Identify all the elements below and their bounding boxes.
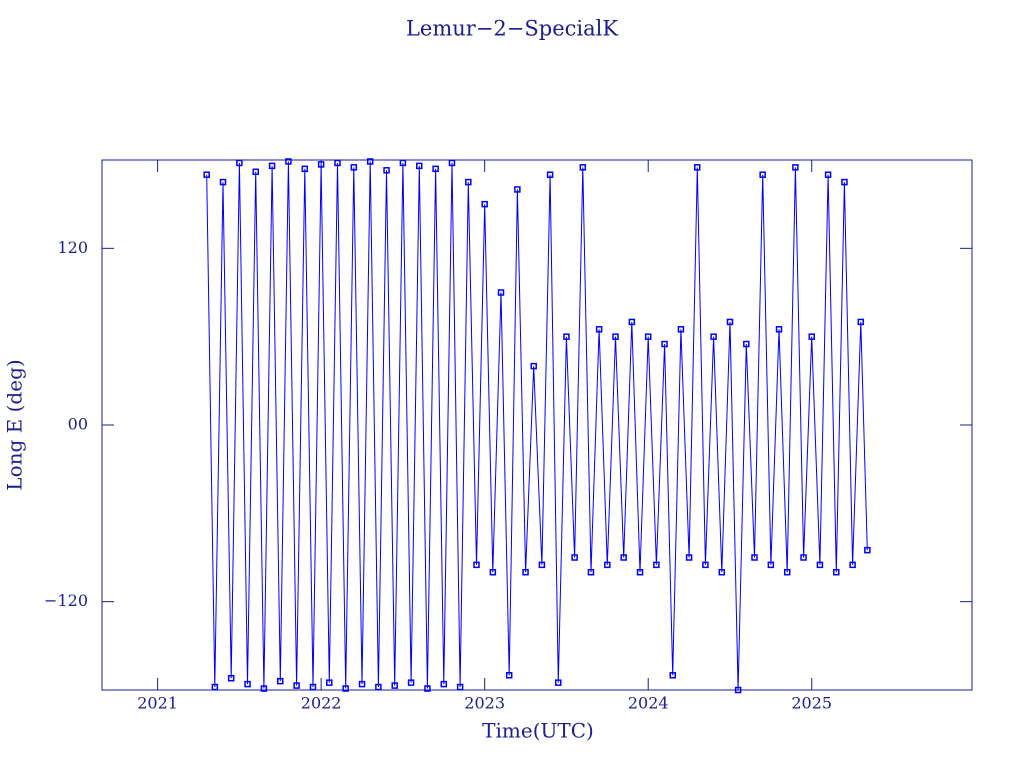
data-point <box>661 340 668 348</box>
x-tick-label: 2024 <box>628 694 669 713</box>
data-point <box>702 561 709 569</box>
data-point <box>595 326 603 333</box>
data-point <box>317 161 325 168</box>
x-tick-label: 2021 <box>137 694 178 713</box>
data-point <box>628 318 636 326</box>
y-tick-label: 120 <box>57 238 88 257</box>
data-point <box>743 340 750 348</box>
data-point <box>277 677 284 685</box>
data-point <box>244 680 251 688</box>
data-point <box>653 561 660 569</box>
data-point <box>309 683 317 691</box>
data-point <box>301 165 309 173</box>
data-point <box>555 679 562 686</box>
data-point <box>808 333 815 340</box>
data-point <box>775 326 783 333</box>
data-point <box>620 554 627 561</box>
data-point <box>522 568 529 576</box>
data-point <box>546 171 554 178</box>
data-point <box>816 561 824 569</box>
data-point <box>358 680 366 688</box>
data-point <box>456 683 464 691</box>
data-point <box>783 568 791 576</box>
data-point <box>465 178 472 186</box>
data-point <box>824 171 832 178</box>
data-point <box>710 333 717 340</box>
data-point <box>587 568 595 576</box>
data-point <box>211 683 219 691</box>
data-point <box>366 158 374 165</box>
data-point <box>481 200 488 208</box>
data-point <box>833 568 840 576</box>
data-point <box>604 561 611 569</box>
data-point <box>473 561 480 569</box>
data-point <box>751 554 758 561</box>
data-point <box>227 674 235 682</box>
data-point <box>841 178 848 186</box>
data-point <box>579 164 587 171</box>
data-point <box>612 333 619 340</box>
data-point <box>342 685 349 692</box>
data-point <box>849 561 856 569</box>
data-point <box>407 679 415 686</box>
x-axis-label: Time(UTC) <box>482 719 594 743</box>
data-point <box>489 568 497 576</box>
data-point <box>334 159 341 167</box>
data-point <box>694 164 701 171</box>
data-point <box>563 333 570 340</box>
data-point <box>219 178 227 186</box>
x-tick-label: 2023 <box>464 694 505 713</box>
data-point <box>505 672 513 679</box>
data-point <box>718 568 726 576</box>
chart-title: Lemur−2−SpecialK <box>406 17 618 41</box>
data-point <box>424 685 431 692</box>
data-point <box>734 686 742 694</box>
data-point <box>383 167 390 174</box>
data-point <box>792 164 799 171</box>
data-point <box>864 546 871 554</box>
data-point <box>391 682 398 689</box>
data-point <box>514 186 521 193</box>
data-point <box>236 159 243 167</box>
y-tick-label: 00 <box>68 415 88 434</box>
data-point <box>268 162 276 170</box>
data-point <box>326 679 333 686</box>
data-point <box>857 318 865 326</box>
data-point <box>726 318 734 326</box>
data-point <box>767 561 775 569</box>
data-point <box>644 333 652 340</box>
series-line <box>206 161 868 691</box>
data-point <box>399 159 407 167</box>
data-point <box>440 680 448 688</box>
data-point <box>530 362 537 370</box>
data-point <box>636 568 644 576</box>
y-tick-label: −120 <box>44 591 88 610</box>
data-point <box>538 561 546 569</box>
data-point <box>759 171 766 178</box>
data-point <box>260 685 268 692</box>
data-point <box>497 289 505 296</box>
y-axis-label: Long E (deg) <box>3 359 27 490</box>
data-point <box>800 554 807 561</box>
data-point <box>416 162 423 170</box>
data-point <box>285 158 292 165</box>
data-point <box>432 165 439 173</box>
data-point <box>375 683 382 691</box>
data-point <box>571 554 578 561</box>
data-point <box>677 326 685 333</box>
data-point <box>448 159 456 167</box>
data-point <box>669 672 676 679</box>
data-point <box>685 554 693 561</box>
x-tick-label: 2025 <box>791 694 832 713</box>
data-point <box>293 682 300 689</box>
data-point <box>350 164 358 171</box>
x-tick-label: 2022 <box>301 694 342 713</box>
data-point <box>203 171 210 178</box>
data-point <box>252 168 259 176</box>
